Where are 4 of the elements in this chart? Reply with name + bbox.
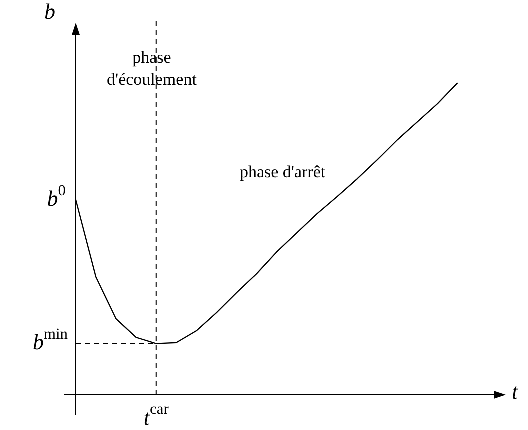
x-axis-title: t bbox=[512, 378, 519, 404]
annotation: phase d'écoulement bbox=[107, 48, 198, 89]
annotation: phase d'arrêt bbox=[240, 162, 326, 182]
y-axis-title: b bbox=[44, 0, 56, 24]
